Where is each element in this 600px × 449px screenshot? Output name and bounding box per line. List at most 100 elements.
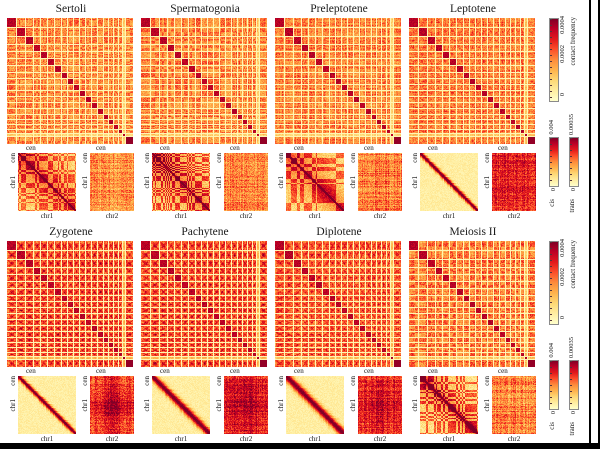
colorbar-ticks [550,138,552,186]
chr1-xlabel: chr1 [442,435,456,443]
chr1-ylabel-trans: chr1 [349,176,357,189]
chr1-ylabel-trans: chr1 [483,399,491,412]
cis-contact-map-canvas [152,376,210,434]
cis-contact-map-canvas [286,153,344,211]
colorbar-title: contact frequency [570,17,577,66]
trans-contact-map-canvas [492,376,536,434]
chr1-ylabel-cis: chr1 [411,399,419,412]
stage-panel-meiosis-ii: Meiosis II cen cen cen chr1 cen chr1 chr… [408,226,538,444]
frame-bottom-border [0,443,600,449]
contact-frequency-colorbar [549,241,559,325]
chr1-xlabel: chr1 [40,435,54,443]
stage-panel-preleptotene: Preleptotene cen cen cen chr1 cen chr1 c… [274,3,404,221]
cen-label-trans-y: cen [215,376,223,386]
colorbar-tick-mid: 0.0002 [559,45,566,63]
stage-title: Meiosis II [449,226,497,238]
cis-max-label: 0.004 [548,343,555,358]
chr1-ylabel-trans: chr1 [483,176,491,189]
cis-contact-map-canvas [18,376,76,434]
genome-contact-map-canvas [7,241,133,367]
cen-label-cis-y: cen [9,153,17,163]
genome-contact-map-canvas [141,241,267,367]
cis-label: cis [548,422,556,430]
contact-frequency-colorbar [549,18,559,102]
stage-title: Diplotene [316,226,362,238]
chr1-ylabel-trans: chr1 [215,176,223,189]
trans-max-label: 0.00035 [568,336,575,358]
cen-label-cis-y: cen [9,376,17,386]
colorbar-ticks [570,138,572,186]
colorbar-ticks [570,361,572,409]
chr2-xlabel: chr2 [507,435,521,443]
figure-row-2: Zygotene cen cen cen chr1 cen chr1 chr1 … [0,226,600,448]
chr1-ylabel-trans: chr1 [81,399,89,412]
trans-contact-map-canvas [90,376,134,434]
cen-label-cis-y: cen [411,376,419,386]
cen-label-trans-x: cen [230,144,240,152]
colorbar-column: 0.0004 0.0002 0 contact frequency 0.004 … [546,3,600,221]
figure-row-1: Sertoli cen cen cen chr1 cen chr1 chr1 c… [0,3,600,225]
cen-label-trans-x: cen [498,144,508,152]
trans-contact-map-canvas [358,153,402,211]
cen-label-cis-x: cen [428,367,438,375]
colorbar-column: 0.0004 0.0002 0 contact frequency 0.004 … [546,226,600,444]
chr1-xlabel: chr1 [308,435,322,443]
cen-label-trans-x: cen [364,367,374,375]
chr1-ylabel-cis: chr1 [9,176,17,189]
cis-colorbar [549,137,559,187]
trans-contact-map-canvas [358,376,402,434]
chr2-xlabel: chr2 [105,435,119,443]
colorbar-ticks [550,242,552,324]
trans-zero-label: 0 [570,411,577,415]
stage-title: Preleptotene [310,3,368,15]
genome-contact-map-canvas [275,18,401,144]
stage-title: Sertoli [55,3,87,15]
cis-contact-map-canvas [420,153,478,211]
colorbar-tick-mid: 0.0002 [559,268,566,286]
cen-label-cis-x: cen [294,367,304,375]
cis-label: cis [548,199,556,207]
cis-max-label: 0.004 [548,120,555,135]
trans-contact-map-canvas [224,376,268,434]
stage-title: Pachytene [181,226,229,238]
stage-title: Leptotene [450,3,496,15]
genome-contact-map-canvas [409,18,535,144]
genome-contact-map-canvas [141,18,267,144]
cis-contact-map-canvas [18,153,76,211]
cen-label-trans-y: cen [483,376,491,386]
cen-label-trans-y: cen [81,376,89,386]
chr1-ylabel-cis: chr1 [9,399,17,412]
chr2-xlabel: chr2 [239,212,253,220]
cen-label-trans-x: cen [498,367,508,375]
cen-label-trans-x: cen [96,144,106,152]
stage-panel-zygotene: Zygotene cen cen cen chr1 cen chr1 chr1 … [6,226,136,444]
cen-label-cis-x: cen [428,144,438,152]
trans-label: trans [568,422,576,436]
genome-contact-map-canvas [409,241,535,367]
colorbar-title: contact frequency [570,240,577,289]
chr1-ylabel-cis: chr1 [411,176,419,189]
cen-label-cis-y: cen [277,153,285,163]
trans-colorbar [569,360,579,410]
chr1-xlabel: chr1 [174,435,188,443]
chr1-ylabel-trans: chr1 [215,399,223,412]
chr2-xlabel: chr2 [373,212,387,220]
cen-label-trans-y: cen [81,153,89,163]
cen-label-cis-x: cen [26,367,36,375]
chr1-ylabel-trans: chr1 [349,399,357,412]
cen-label-cis-y: cen [411,153,419,163]
cis-contact-map-canvas [420,376,478,434]
genome-contact-map-canvas [7,18,133,144]
chr1-ylabel-cis: chr1 [277,176,285,189]
stage-title: Zygotene [49,226,93,238]
colorbar-ticks [550,361,552,409]
cen-label-cis-x: cen [294,144,304,152]
cis-contact-map-canvas [286,376,344,434]
chr2-xlabel: chr2 [507,212,521,220]
cen-label-cis-y: cen [277,376,285,386]
cen-label-cis-x: cen [160,367,170,375]
chr1-xlabel: chr1 [40,212,54,220]
trans-colorbar [569,137,579,187]
trans-contact-map-canvas [224,153,268,211]
stage-panel-pachytene: Pachytene cen cen cen chr1 cen chr1 chr1… [140,226,270,444]
